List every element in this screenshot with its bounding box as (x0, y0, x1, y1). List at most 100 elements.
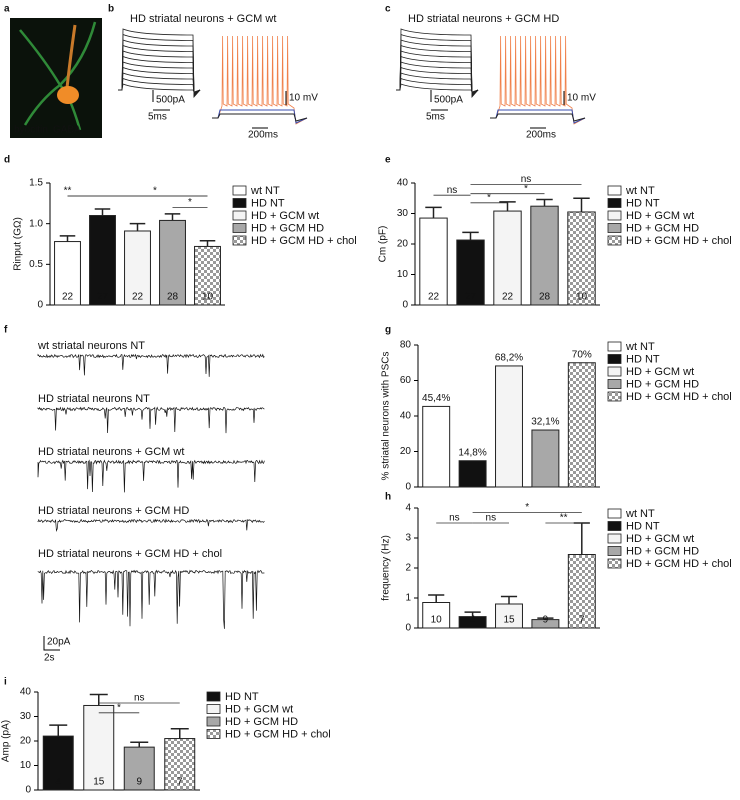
legend-swatch (206, 729, 221, 739)
error-bar (500, 595, 518, 604)
legend-label: wt NT (250, 185, 280, 197)
spike-trace (212, 35, 308, 125)
legend-swatch (232, 223, 247, 233)
bar (456, 239, 485, 306)
step-trace (490, 109, 586, 124)
y-axis-label: Rinput (GΩ) (13, 217, 24, 271)
bar (42, 735, 74, 791)
legend-swatch (607, 354, 622, 364)
stain-label: byocitin (14, 125, 48, 136)
legend-label: wt NT (625, 341, 655, 353)
bar (530, 205, 559, 306)
error-bar (170, 728, 189, 739)
significance-label: ** (560, 513, 568, 524)
error-bar (89, 693, 108, 706)
legend-label: HD + GCM HD + chol (626, 391, 732, 403)
y-tick-label: 1.0 (29, 218, 43, 229)
psc-trace (37, 406, 265, 434)
legend-swatch (206, 716, 221, 727)
trace-title: HD striatal neurons + GCM HD + chol (38, 548, 222, 560)
n-label: 28 (167, 292, 179, 303)
n-label: 15 (503, 615, 515, 626)
y-tick-label: 0 (25, 785, 31, 795)
step-trace (212, 109, 308, 124)
error-bar (428, 594, 445, 603)
scale-label: 5ms (148, 112, 167, 123)
y-tick-label: 0 (405, 623, 411, 634)
y-tick-label: 1 (405, 593, 411, 604)
n-label: 9 (543, 615, 549, 626)
current-trace (396, 28, 479, 99)
n-label: 22 (62, 292, 74, 303)
legend-label: HD + GCM wt (626, 533, 694, 545)
legend-label: wt NT (625, 508, 655, 520)
value-label: 32,1% (531, 417, 559, 428)
y-tick-label: 1.5 (29, 178, 43, 189)
y-tick-label: 3 (405, 533, 411, 544)
legend-label: HD NT (225, 691, 259, 703)
error-bar (462, 231, 479, 241)
bar (194, 245, 221, 306)
value-label: 68,2% (495, 353, 523, 364)
legend-label: HD + GCM HD (225, 716, 298, 728)
value-label: 14,8% (458, 447, 486, 458)
scale-label: 10 mV (289, 93, 318, 104)
spike-trace (490, 35, 586, 125)
trace-title: HD striatal neurons NT (38, 393, 150, 405)
scale-label: 200ms (526, 130, 556, 141)
scale-label: 500pA (434, 95, 463, 106)
error-bar (573, 197, 590, 212)
bar (124, 230, 151, 306)
scale-label: 5ms (426, 112, 445, 123)
n-label: 22 (502, 292, 514, 303)
legend-label: HD + GCM HD + chol (225, 728, 331, 740)
current-trace (396, 77, 479, 94)
error-bar (425, 206, 442, 219)
y-tick-label: 10 (20, 760, 32, 771)
current-trace (118, 33, 201, 98)
panel-letter: a (4, 4, 10, 15)
y-tick-label: 4 (405, 503, 411, 514)
y-tick-label: 10 (397, 269, 409, 280)
bar (419, 217, 448, 306)
legend-swatch (232, 210, 247, 221)
bar (531, 429, 560, 488)
y-tick-label: 60 (400, 375, 412, 386)
legend-label: HD + GCM HD (251, 222, 324, 234)
n-label: 10 (576, 292, 588, 303)
bar (123, 746, 155, 791)
significance-label: * (117, 702, 121, 713)
significance-label: * (487, 192, 491, 203)
n-label: 22 (132, 292, 144, 303)
current-trace (396, 83, 479, 93)
y-tick-label: 0 (405, 482, 411, 493)
psc-trace (37, 518, 265, 532)
scale-bar (252, 91, 287, 129)
legend-label: HD NT (626, 197, 660, 209)
bar (422, 602, 451, 629)
bar (567, 211, 596, 306)
legend-label: HD NT (626, 353, 660, 365)
panel-letter: e (385, 155, 391, 166)
panel-letter: f (4, 325, 8, 336)
significance-label: ns (486, 513, 497, 524)
significance-label: * (525, 502, 529, 513)
error-bar (499, 201, 516, 212)
legend-label: HD + GCM wt (225, 703, 293, 715)
n-label: 10 (202, 292, 214, 303)
bar (54, 241, 81, 306)
y-tick-label: 40 (400, 411, 412, 422)
error-bar (59, 235, 76, 242)
error-bar (130, 741, 149, 748)
y-tick-label: 2 (405, 563, 411, 574)
y-tick-label: 0 (402, 300, 408, 311)
significance-label: ns (449, 513, 460, 524)
panel-title: HD striatal neurons + GCM wt (130, 13, 276, 25)
error-bar (199, 239, 216, 247)
legend-label: HD + GCM HD + chol (626, 558, 732, 570)
n-label: 7 (579, 615, 585, 626)
legend-swatch (607, 341, 622, 352)
y-tick-label: 0.5 (29, 259, 43, 270)
bar (495, 603, 523, 629)
